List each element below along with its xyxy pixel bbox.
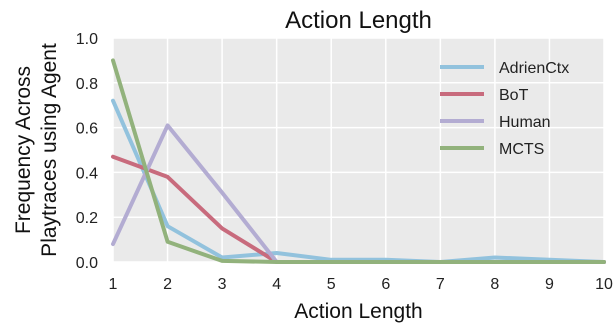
y-tick-label: 0.2 [76, 210, 98, 227]
x-tick-label: 1 [109, 276, 118, 293]
x-tick-label: 7 [436, 276, 445, 293]
x-tick-label: 5 [327, 276, 336, 293]
x-axis-ticks: 1 2 3 4 5 6 7 8 9 10 [109, 276, 613, 293]
x-tick-label: 8 [490, 276, 499, 293]
y-tick-label: 0.6 [76, 121, 98, 138]
x-tick-label: 10 [595, 276, 613, 293]
y-axis-ticks: 0.0 0.2 0.4 0.6 0.8 1.0 [76, 31, 98, 272]
series-line-mcts [111, 58, 606, 264]
series-line-adrienctx [111, 98, 606, 264]
y-axis-title-line-1: Frequency Across [12, 66, 35, 234]
legend-label: AdrienCtx [499, 60, 569, 77]
x-tick-label: 3 [218, 276, 227, 293]
y-tick-label: 0.0 [76, 255, 98, 272]
x-tick-label: 9 [545, 276, 554, 293]
chart-title: Action Length [285, 7, 432, 34]
y-tick-label: 0.4 [76, 165, 98, 182]
legend-label: BoT [499, 87, 529, 104]
series-lines [111, 58, 606, 264]
x-tick-label: 2 [163, 276, 172, 293]
x-axis-title: Action Length [294, 300, 422, 323]
x-tick-label: 4 [272, 276, 281, 293]
plot-background [113, 38, 604, 262]
legend: AdrienCtx BoT Human MCTS [440, 60, 569, 158]
y-tick-label: 1.0 [76, 31, 98, 48]
y-axis-title-line-2: Playtraces using Agent [38, 43, 61, 257]
y-tick-label: 0.8 [76, 76, 98, 93]
legend-label: MCTS [499, 141, 544, 158]
legend-label: Human [499, 114, 551, 131]
x-tick-label: 6 [381, 276, 390, 293]
